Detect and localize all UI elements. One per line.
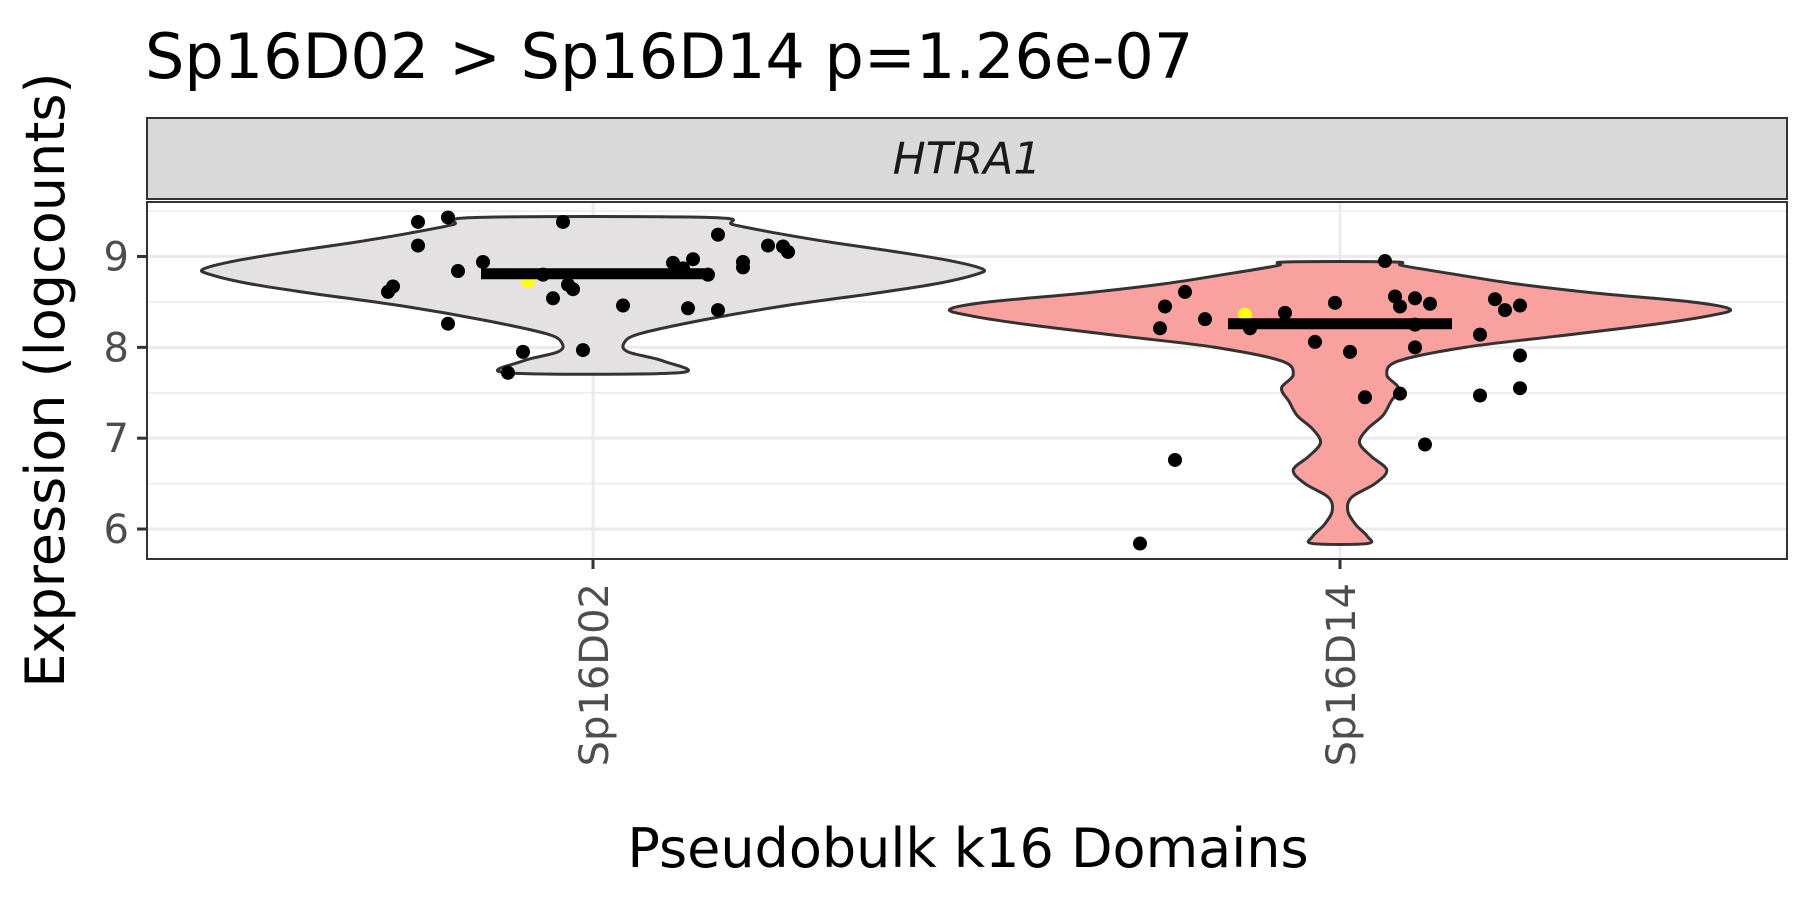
data-point xyxy=(1278,305,1292,320)
y-axis-title: Expression (logcounts) xyxy=(14,72,77,687)
data-point xyxy=(1393,386,1407,401)
y-tick-label: 6 xyxy=(104,507,129,553)
data-point xyxy=(736,260,750,275)
data-point xyxy=(1473,327,1487,342)
data-point xyxy=(441,316,455,331)
data-point xyxy=(1378,254,1392,269)
x-tick-label: Sp16D14 xyxy=(1319,583,1365,766)
data-point xyxy=(781,244,795,259)
data-point xyxy=(566,282,580,297)
data-point xyxy=(1198,312,1212,327)
data-point xyxy=(1168,452,1182,467)
plot-panel-border xyxy=(146,201,1788,560)
data-point xyxy=(546,291,560,306)
data-point xyxy=(711,227,725,242)
data-point xyxy=(616,298,630,313)
y-tick-label: 9 xyxy=(104,235,129,281)
data-point xyxy=(1488,292,1502,307)
data-point xyxy=(556,214,570,229)
data-point xyxy=(1393,299,1407,314)
data-point xyxy=(1178,284,1192,299)
data-point xyxy=(451,264,465,279)
facet-label: HTRA1 xyxy=(893,134,1042,185)
x-axis: Sp16D02 Sp16D14 xyxy=(572,559,1365,766)
data-point xyxy=(516,344,530,359)
facet-strip-background xyxy=(146,117,1788,200)
data-point xyxy=(1423,296,1437,311)
data-point xyxy=(711,303,725,318)
y-tick-label: 7 xyxy=(104,416,129,462)
median-lines xyxy=(481,268,1452,330)
data-point xyxy=(1343,344,1357,359)
data-point xyxy=(1408,291,1422,306)
y-axis: 6 7 8 9 xyxy=(104,235,147,553)
highlight-point xyxy=(1238,307,1252,322)
data-point xyxy=(1158,299,1172,314)
data-points xyxy=(381,210,1527,551)
data-point xyxy=(381,284,395,299)
data-point xyxy=(411,238,425,253)
data-point xyxy=(476,254,490,269)
data-point xyxy=(1358,390,1372,405)
data-point xyxy=(761,238,775,253)
y-tick-label: 8 xyxy=(104,325,129,371)
data-point xyxy=(1473,388,1487,403)
data-point xyxy=(1498,303,1512,318)
data-point xyxy=(686,252,700,267)
data-point xyxy=(1418,437,1432,452)
data-point xyxy=(1133,536,1147,551)
x-axis-title: Pseudobulk k16 Domains xyxy=(627,817,1308,880)
data-point xyxy=(411,214,425,229)
data-point xyxy=(1308,334,1322,349)
data-point xyxy=(441,210,455,225)
data-point xyxy=(1513,348,1527,363)
data-point xyxy=(1408,340,1422,355)
violin-sp16d14 xyxy=(947,260,1733,546)
data-point xyxy=(1513,381,1527,396)
data-point xyxy=(501,365,515,380)
data-point xyxy=(1513,298,1527,313)
facet-strip: HTRA1 xyxy=(146,117,1788,200)
chart-title: Sp16D02 > Sp16D14 p=1.26e-07 xyxy=(145,20,1193,93)
data-point xyxy=(1153,321,1167,336)
data-point xyxy=(1328,295,1342,310)
data-point xyxy=(681,301,695,316)
data-point xyxy=(576,343,590,358)
x-tick-label: Sp16D02 xyxy=(572,583,618,766)
